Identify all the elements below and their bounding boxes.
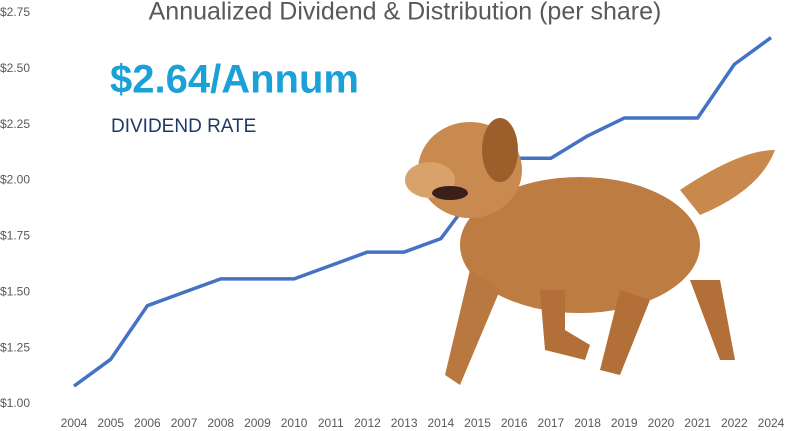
y-tick-label: $2.75 — [0, 5, 30, 19]
x-tick-label: 2012 — [354, 416, 381, 430]
y-tick-label: $1.00 — [0, 396, 30, 410]
data-line — [72, 36, 773, 388]
x-tick-label: 2020 — [648, 416, 675, 430]
chart-title: Annualized Dividend & Distribution (per … — [149, 0, 662, 26]
subheadline: DIVIDEND RATE — [111, 116, 256, 137]
x-tick-label: 2011 — [318, 416, 344, 430]
y-tick-label: $2.50 — [0, 61, 30, 75]
x-tick-label: 2017 — [538, 416, 565, 430]
x-tick-label: 2015 — [464, 416, 491, 430]
x-tick-label: 2013 — [391, 416, 418, 430]
x-tick-label: 2014 — [427, 416, 454, 430]
x-tick-label: 2009 — [244, 416, 271, 430]
dog-illustration — [405, 118, 775, 385]
plot-area: $1.00 $1.25 $1.50 $1.75 $2.00 $2.25 $2.50 $2.75… — [0, 5, 785, 430]
x-tick-label: 2005 — [97, 416, 124, 430]
y-tick-label: $1.25 — [0, 340, 30, 354]
x-tick-label: 2006 — [134, 416, 161, 430]
x-tick-label: 2019 — [611, 416, 638, 430]
x-tick-label: 2024 — [758, 416, 785, 430]
x-tick-label: 2008 — [207, 416, 234, 430]
y-tick-label: $2.25 — [0, 117, 30, 131]
y-tick-label: $1.75 — [0, 229, 30, 243]
x-tick-label: 2022 — [721, 416, 748, 430]
x-tick-label: 2018 — [574, 416, 601, 430]
y-tick-label: $2.00 — [0, 173, 30, 187]
x-tick-label: 2010 — [281, 416, 308, 430]
x-tick-label: 2004 — [61, 416, 88, 430]
x-tick-label: 2007 — [171, 416, 198, 430]
x-tick-label: 2016 — [501, 416, 528, 430]
x-tick-label: 2021 — [684, 416, 711, 430]
headline: $2.64/Annum — [110, 58, 359, 102]
y-tick-label: $1.50 — [0, 284, 30, 298]
